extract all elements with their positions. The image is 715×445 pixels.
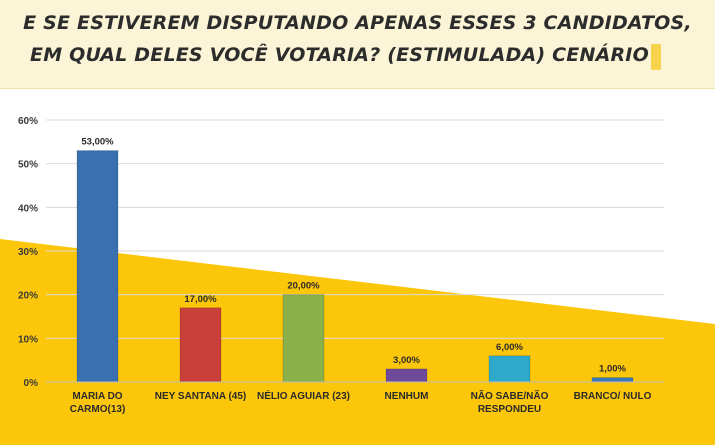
yellow-highlight-mark bbox=[651, 44, 661, 70]
bar bbox=[488, 355, 531, 383]
value-label: 6,00% bbox=[496, 342, 523, 353]
value-labels: 53,00% 17,00% 20,00% 3,00% 6,00% 1,00% bbox=[81, 137, 626, 375]
title-line-2: EM QUAL DELES VOCÊ VOTARIA? (ESTIMULADA)… bbox=[30, 44, 649, 66]
bar bbox=[179, 307, 222, 383]
x-tick-label: NENHUM bbox=[385, 391, 429, 402]
bars bbox=[76, 150, 634, 383]
x-tick-label: RESPONDEU bbox=[478, 404, 541, 415]
x-tick-label: NÉLIO AGUIAR (23) bbox=[257, 389, 350, 402]
y-tick-label: 50% bbox=[18, 160, 38, 171]
value-label: 53,00% bbox=[81, 137, 114, 148]
x-tick-label: CARMO(13) bbox=[70, 404, 126, 415]
yellow-background-band bbox=[0, 239, 715, 445]
x-tick-label: NÃO SABE/NÃO bbox=[471, 389, 549, 402]
value-label: 20,00% bbox=[287, 281, 320, 292]
bar bbox=[76, 150, 119, 383]
bar-chart: 0% 10% 20% 30% 40% 50% 60% 53,00% 17,00% 20,00% 3… bbox=[0, 116, 715, 445]
title-line-1: E SE ESTIVEREM DISPUTANDO APENAS ESSES 3… bbox=[23, 12, 692, 34]
x-tick-label: MARIA DO bbox=[72, 391, 122, 402]
bar bbox=[591, 377, 634, 383]
bar bbox=[282, 294, 325, 383]
y-tick-label: 60% bbox=[18, 116, 38, 127]
x-tick-label: BRANCO/ NULO bbox=[574, 391, 652, 402]
y-tick-label: 0% bbox=[24, 378, 39, 389]
y-axis: 0% 10% 20% 30% 40% 50% 60% bbox=[18, 116, 38, 389]
y-tick-label: 30% bbox=[18, 247, 38, 258]
x-axis: MARIA DO CARMO(13) NEY SANTANA (45) NÉLIO A… bbox=[46, 381, 664, 415]
value-label: 17,00% bbox=[184, 294, 217, 305]
y-tick-label: 10% bbox=[18, 334, 38, 345]
value-label: 1,00% bbox=[599, 364, 626, 375]
y-tick-label: 20% bbox=[18, 291, 38, 302]
value-label: 3,00% bbox=[393, 355, 420, 366]
y-tick-label: 40% bbox=[18, 203, 38, 214]
x-tick-label: NEY SANTANA (45) bbox=[155, 391, 247, 402]
title-banner: E SE ESTIVEREM DISPUTANDO APENAS ESSES 3… bbox=[0, 0, 715, 89]
bar bbox=[385, 368, 428, 383]
